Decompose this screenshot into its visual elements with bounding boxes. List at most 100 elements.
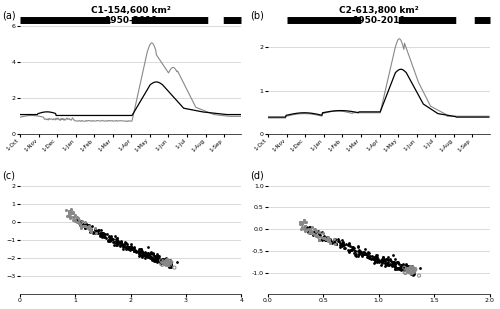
Point: [410, 272, 418, 277]
Point: [156, 258, 164, 263]
Point: [371, 255, 379, 260]
Point: [130, 248, 138, 253]
Text: (c): (c): [2, 170, 15, 180]
Point: [344, 241, 352, 246]
Point: [110, 239, 118, 244]
Point: [124, 247, 132, 252]
Point: [374, 257, 382, 262]
Point: [146, 251, 154, 256]
Point: [370, 255, 378, 260]
Point: [378, 260, 386, 265]
Point: [400, 267, 407, 272]
Point: [138, 248, 146, 253]
Point: [146, 255, 154, 260]
Title: C2-613,800 km²
1950-2011: C2-613,800 km² 1950-2011: [339, 6, 418, 25]
Point: [390, 263, 398, 268]
Point: [160, 261, 168, 266]
Point: [67, 210, 75, 215]
Point: [309, 232, 317, 237]
Point: [300, 218, 308, 222]
Point: [136, 246, 143, 251]
Point: [392, 263, 400, 268]
Point: [164, 263, 172, 268]
Point: [162, 257, 170, 262]
Point: [124, 244, 132, 249]
Point: [345, 241, 353, 246]
Point: [300, 217, 308, 222]
Point: [415, 273, 423, 278]
Text: (b): (b): [250, 10, 264, 20]
Point: [405, 263, 413, 268]
Point: [150, 253, 158, 258]
Point: [406, 270, 414, 275]
Point: [64, 209, 72, 214]
Point: [126, 245, 134, 250]
Point: [92, 230, 100, 235]
Point: [398, 263, 406, 268]
Point: [141, 252, 149, 257]
Point: [384, 262, 392, 267]
Point: [173, 259, 181, 264]
Point: [322, 237, 330, 242]
Point: [395, 265, 403, 270]
Point: [331, 240, 339, 245]
Point: [106, 237, 114, 242]
Point: [66, 214, 74, 219]
Point: [138, 251, 146, 256]
Point: [324, 239, 332, 243]
Point: [408, 269, 416, 274]
Point: [147, 255, 155, 260]
Point: [71, 218, 79, 223]
Point: [360, 252, 368, 256]
Point: [78, 225, 86, 230]
Point: [136, 253, 143, 258]
Point: [145, 253, 153, 258]
Point: [116, 242, 124, 247]
Point: [310, 230, 318, 235]
Point: [354, 254, 362, 259]
Point: [156, 259, 164, 264]
Point: [331, 237, 339, 242]
Point: [166, 261, 173, 266]
Point: [128, 247, 136, 252]
Point: [157, 261, 165, 266]
Point: [166, 260, 174, 265]
Point: [349, 244, 357, 249]
Point: [161, 260, 169, 265]
Point: [373, 252, 381, 257]
Point: [348, 247, 356, 252]
Point: [166, 261, 174, 266]
Point: [372, 258, 380, 263]
Point: [382, 262, 390, 267]
Point: [150, 256, 158, 261]
Point: [168, 263, 175, 268]
Point: [402, 265, 410, 269]
Point: [86, 230, 94, 235]
Point: [152, 256, 160, 261]
Point: [164, 260, 172, 265]
Point: [360, 247, 368, 252]
Point: [153, 258, 161, 263]
Point: [404, 268, 412, 273]
Point: [82, 223, 90, 228]
Point: [394, 267, 402, 272]
Point: [356, 252, 364, 256]
Point: [73, 217, 81, 222]
Point: [134, 248, 142, 253]
Point: [108, 235, 116, 240]
Point: [365, 255, 373, 260]
Point: [410, 269, 418, 274]
Point: [380, 256, 388, 261]
Point: [364, 256, 372, 261]
Point: [139, 253, 147, 258]
Point: [112, 235, 120, 240]
Point: [304, 226, 312, 231]
Point: [82, 224, 90, 229]
Point: [406, 266, 414, 271]
Point: [348, 248, 356, 253]
Point: [116, 241, 124, 246]
Point: [380, 257, 388, 262]
Point: [66, 215, 74, 220]
Point: [164, 257, 172, 262]
Point: [76, 222, 84, 227]
